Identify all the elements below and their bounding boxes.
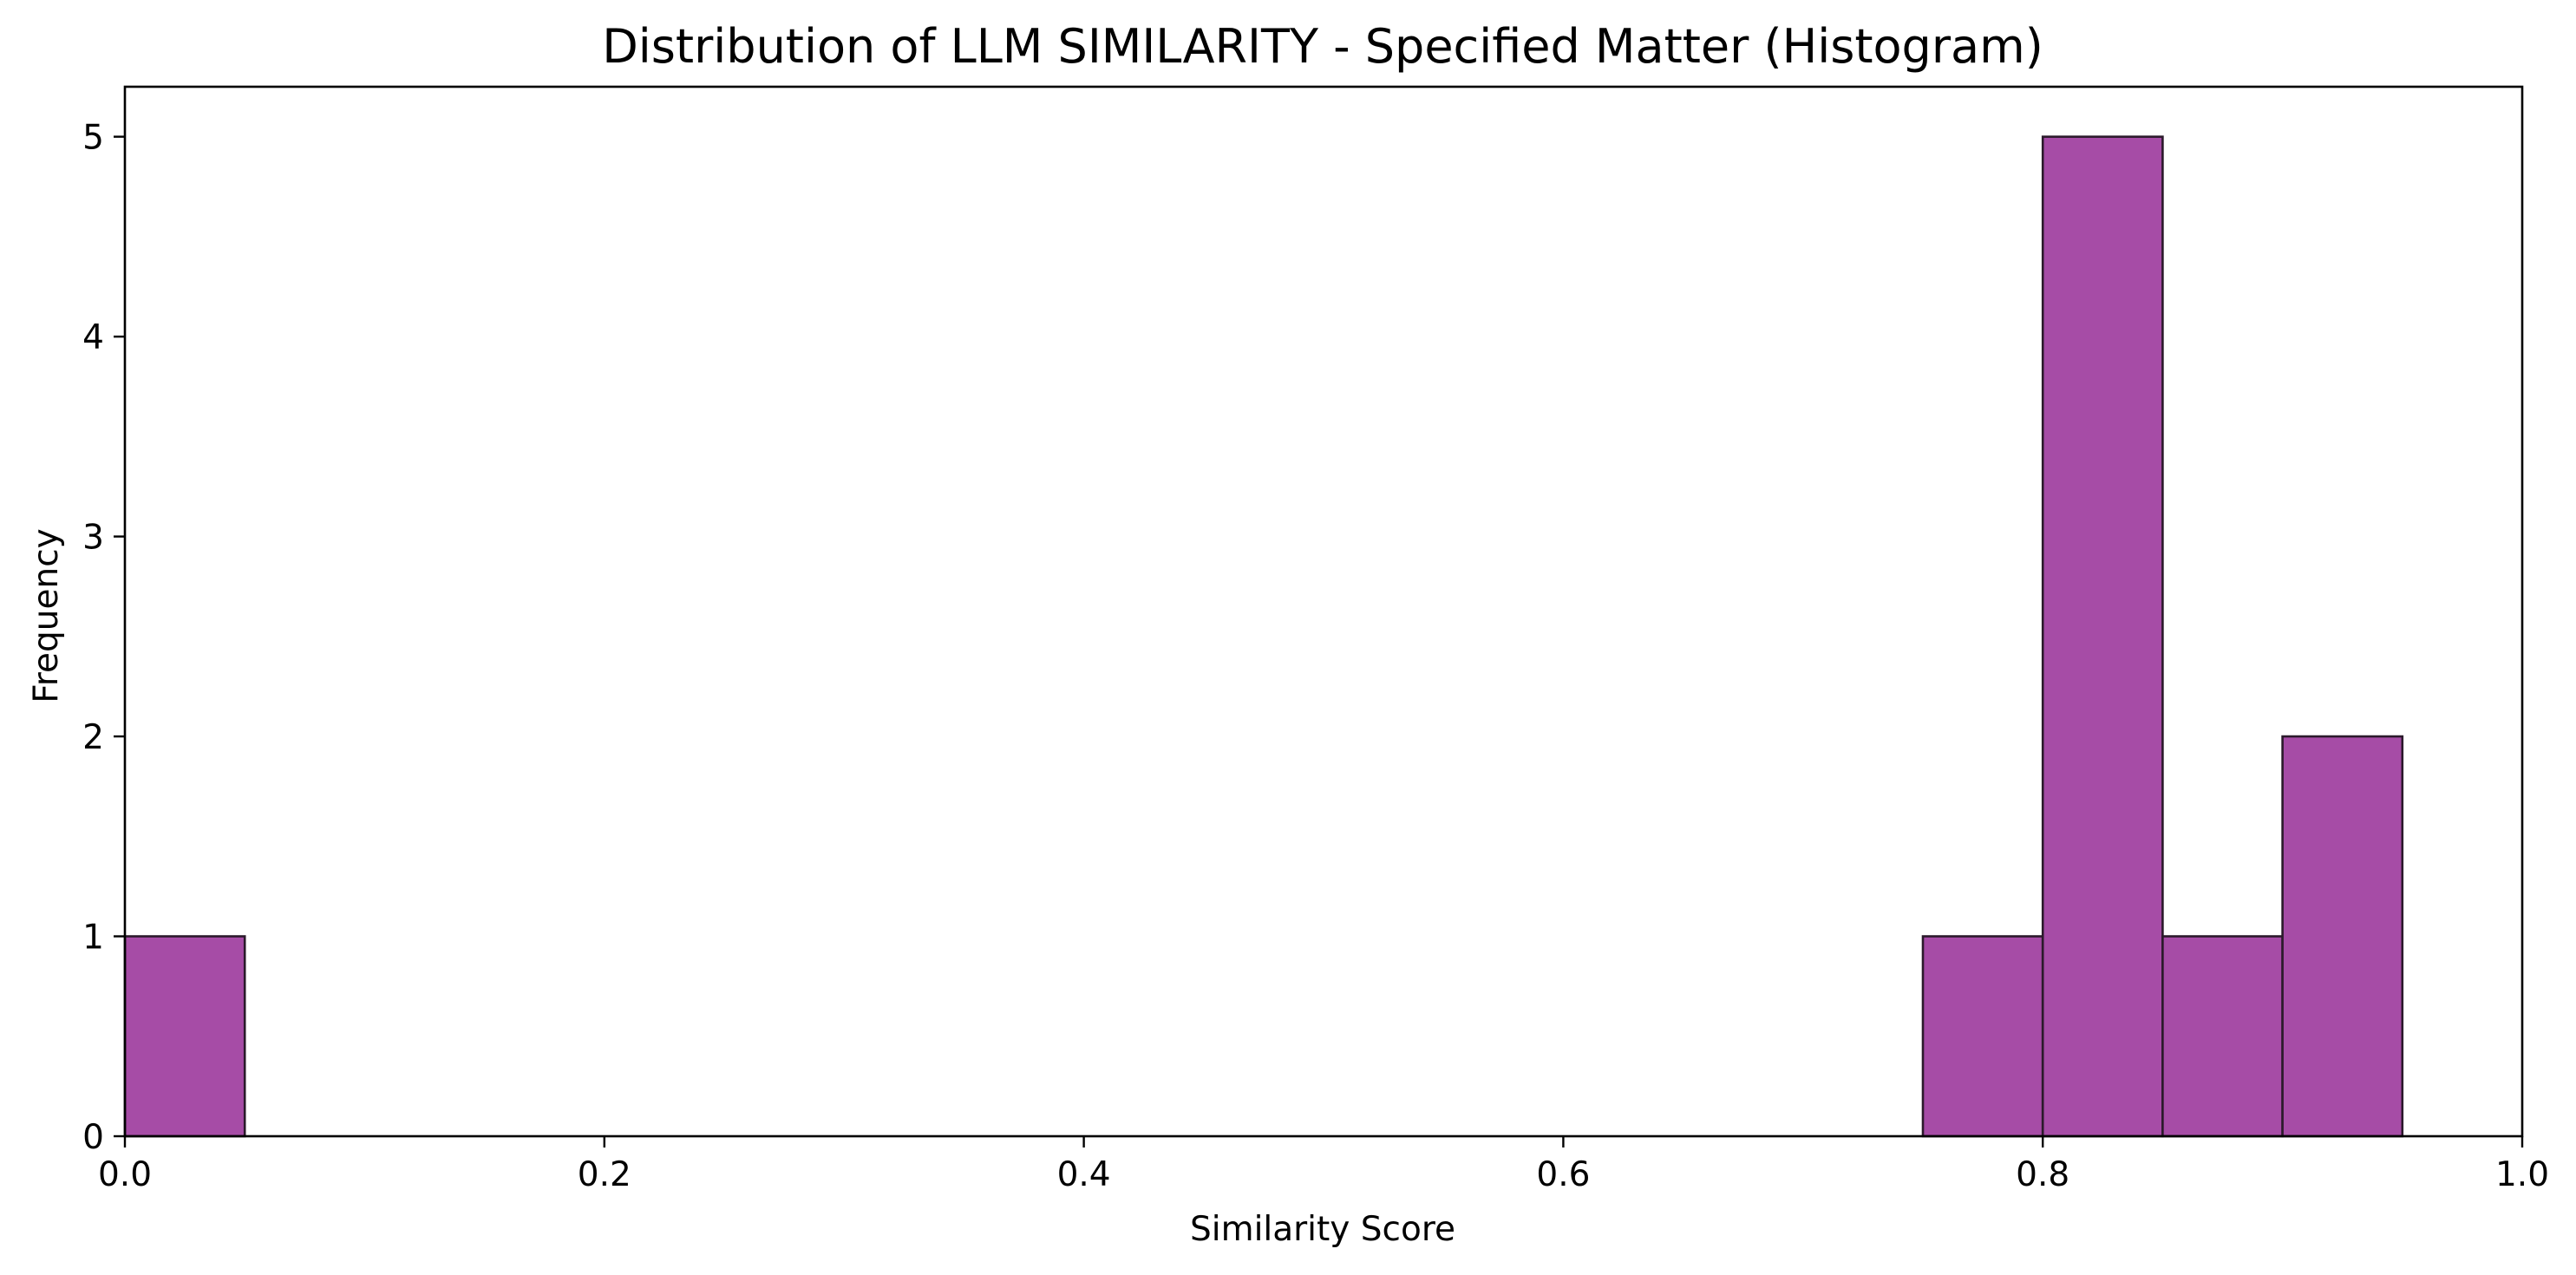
x-tick-label: 1.0: [2495, 1155, 2549, 1194]
y-tick-label: 0: [82, 1118, 104, 1157]
histogram-bar-2: [2041, 135, 2164, 1138]
y-tick-label: 5: [82, 119, 104, 158]
y-axis-ticks: 0 1 2 3 4 5: [82, 119, 125, 1157]
plot-area-frame: [123, 85, 2524, 1138]
x-tick-label: 0.6: [1536, 1155, 1590, 1194]
x-axis-label: Similarity Score: [1190, 1210, 1455, 1249]
histogram-bar-1: [1921, 935, 2044, 1138]
histogram-bar-0: [123, 935, 246, 1138]
x-tick-label: 0.0: [98, 1155, 152, 1194]
y-tick-label: 2: [82, 718, 104, 757]
x-tick-label: 0.8: [2016, 1155, 2069, 1194]
x-tick-label: 0.4: [1057, 1155, 1111, 1194]
x-tick-label: 0.2: [578, 1155, 631, 1194]
y-tick-label: 4: [82, 318, 104, 357]
y-axis-label: Frequency: [27, 528, 66, 703]
y-tick-label: 1: [82, 919, 104, 958]
x-axis-ticks: 0.0 0.2 0.4 0.6 0.8 1.0: [98, 1136, 2549, 1194]
chart-title: Distribution of LLM SIMILARITY - Specifi…: [602, 19, 2043, 74]
y-tick-label: 3: [82, 519, 104, 558]
histogram-bar-3: [2161, 935, 2284, 1138]
bars-group: [123, 135, 2404, 1138]
histogram-bar-4: [2281, 735, 2404, 1138]
